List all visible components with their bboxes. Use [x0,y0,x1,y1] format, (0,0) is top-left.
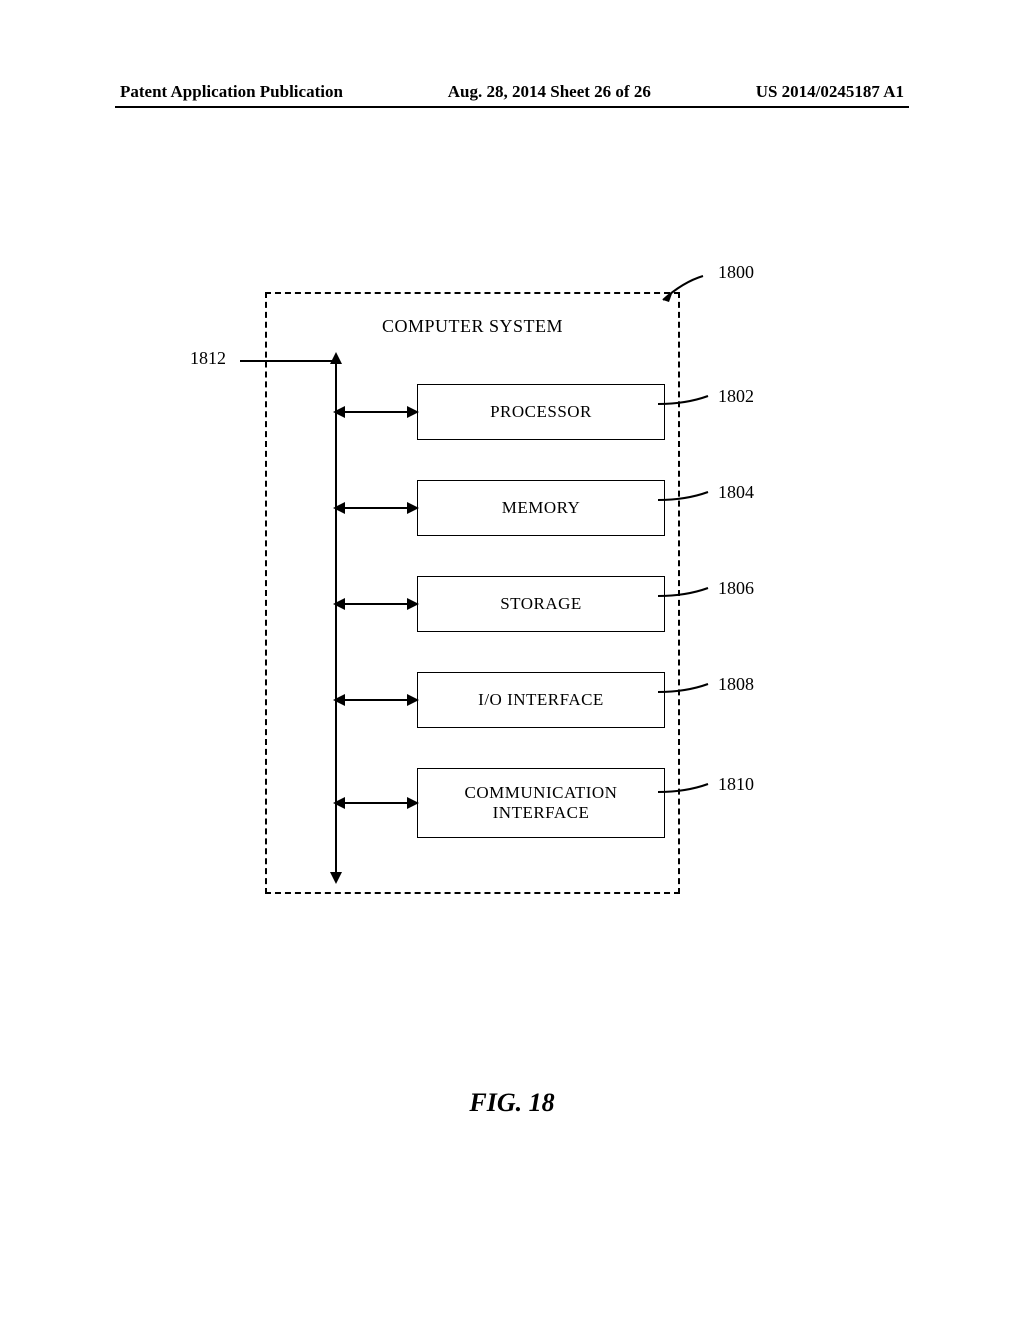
processor-label: PROCESSOR [490,402,592,422]
header-date-sheet: Aug. 28, 2014 Sheet 26 of 26 [448,82,651,102]
ref-1808: 1808 [718,674,754,695]
comm-label: COMMUNICATION INTERFACE [424,783,658,824]
ref-1800-leader [655,270,715,310]
memory-box: MEMORY [417,480,665,536]
ref-1812-leader [240,360,333,362]
storage-box: STORAGE [417,576,665,632]
ref-1800: 1800 [718,262,754,283]
processor-box: PROCESSOR [417,384,665,440]
ref-1802-leader [658,392,714,416]
memory-label: MEMORY [502,498,581,518]
ref-1810: 1810 [718,774,754,795]
storage-connector [335,603,417,605]
ref-1806: 1806 [718,578,754,599]
ref-1806-leader [658,584,714,608]
ref-1804: 1804 [718,482,754,503]
storage-label: STORAGE [500,594,582,614]
page-header: Patent Application Publication Aug. 28, … [0,82,1024,102]
header-pub-number: US 2014/0245187 A1 [756,82,904,102]
system-dashed-box: COMPUTER SYSTEM PROCESSOR MEMORY STORAGE… [265,292,680,894]
ref-1810-leader [658,780,714,804]
io-connector [335,699,417,701]
ref-1802: 1802 [718,386,754,407]
ref-1804-leader [658,488,714,512]
header-publication: Patent Application Publication [120,82,343,102]
comm-connector [335,802,417,804]
comm-box: COMMUNICATION INTERFACE [417,768,665,838]
ref-1808-leader [658,680,714,704]
patent-page: Patent Application Publication Aug. 28, … [0,0,1024,1320]
processor-connector [335,411,417,413]
header-divider [115,106,909,108]
io-label: I/O INTERFACE [478,690,604,710]
io-box: I/O INTERFACE [417,672,665,728]
figure-caption: FIG. 18 [0,1088,1024,1118]
ref-1812: 1812 [190,348,226,369]
computer-system-diagram: COMPUTER SYSTEM PROCESSOR MEMORY STORAGE… [240,280,800,930]
system-title: COMPUTER SYSTEM [267,316,678,337]
memory-connector [335,507,417,509]
